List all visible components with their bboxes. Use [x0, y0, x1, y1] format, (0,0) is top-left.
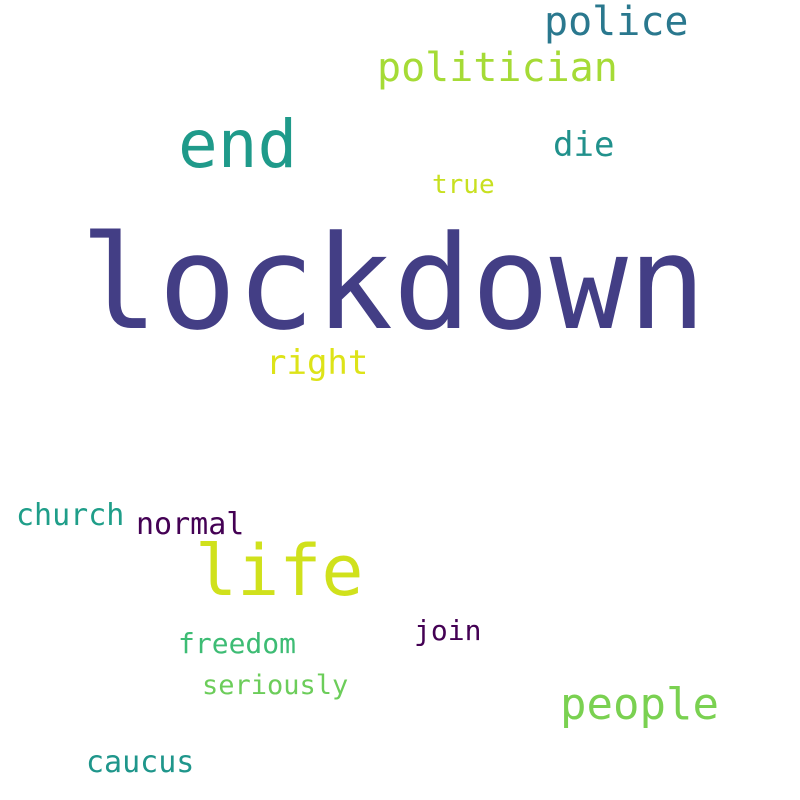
- word-lockdown: lockdown: [80, 207, 707, 359]
- word-normal: normal: [136, 507, 245, 542]
- word-caucus: caucus: [86, 745, 195, 780]
- word-church: church: [16, 498, 125, 533]
- word-seriously: seriously: [202, 670, 349, 701]
- word-die: die: [553, 125, 615, 165]
- word-freedom: freedom: [178, 627, 297, 660]
- word-right: right: [266, 343, 369, 383]
- word-politician: politician: [377, 45, 618, 91]
- word-life: life: [195, 530, 364, 612]
- word-end: end: [178, 106, 298, 183]
- word-people: people: [560, 679, 719, 730]
- word-join: join: [414, 614, 482, 647]
- word-police: police: [544, 0, 689, 45]
- word-true: true: [432, 170, 495, 200]
